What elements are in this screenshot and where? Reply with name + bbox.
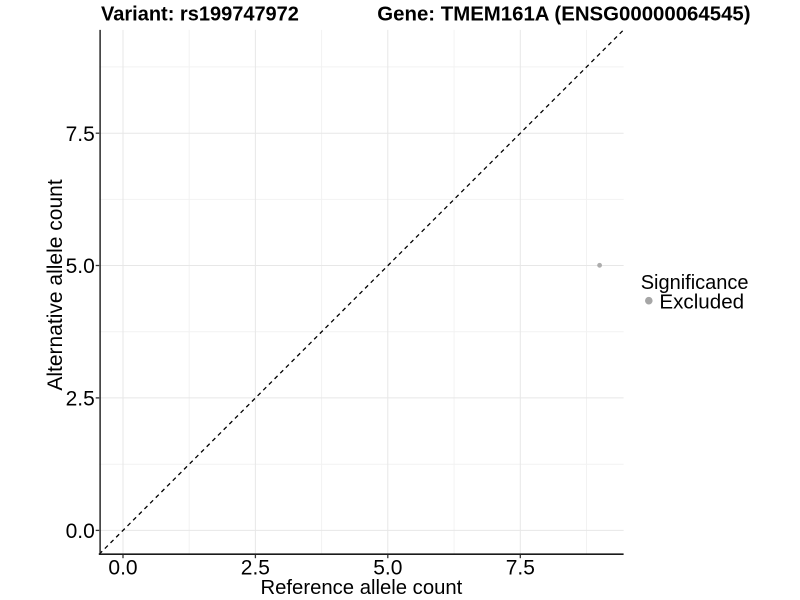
svg-text:2.5: 2.5: [66, 388, 95, 411]
svg-text:7.5: 7.5: [506, 557, 535, 580]
svg-text:0.0: 0.0: [66, 520, 95, 543]
svg-text:Reference allele count: Reference allele count: [260, 577, 462, 599]
svg-text:Variant: rs199747972: Variant: rs199747972: [101, 4, 299, 26]
svg-text:7.5: 7.5: [66, 123, 95, 146]
svg-text:5.0: 5.0: [66, 255, 95, 278]
svg-text:0.0: 0.0: [108, 557, 137, 580]
svg-text:2.5: 2.5: [241, 557, 270, 580]
svg-text:Excluded: Excluded: [659, 290, 744, 313]
svg-text:Gene: TMEM161A (ENSG0000006454: Gene: TMEM161A (ENSG00000064545): [377, 4, 750, 26]
svg-text:Significance: Significance: [641, 272, 749, 294]
svg-text:5.0: 5.0: [373, 557, 402, 580]
svg-text:Alternative allele count: Alternative allele count: [44, 179, 67, 390]
